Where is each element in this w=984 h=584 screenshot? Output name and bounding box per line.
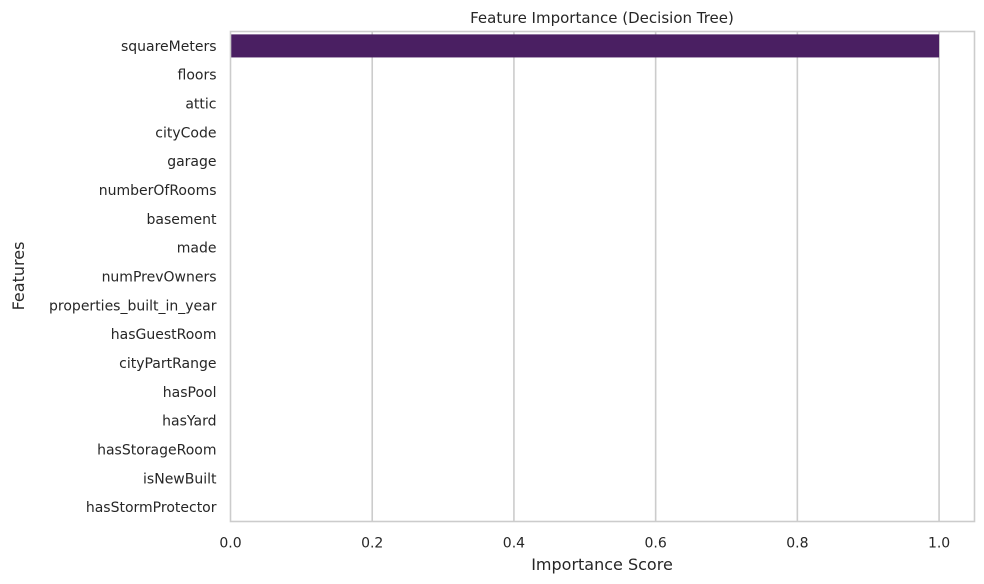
x-tick-label: 1.0 — [928, 536, 950, 552]
y-tick-label: cityCode — [155, 125, 216, 141]
y-tick-label: hasStormProtector — [86, 500, 217, 516]
y-tick-label: hasStorageRoom — [97, 442, 216, 458]
x-tick-label: 0.2 — [361, 536, 383, 552]
y-tick-label: floors — [178, 68, 217, 84]
y-tick-label: hasYard — [162, 414, 216, 430]
y-tick-label: cityPartRange — [119, 356, 216, 372]
y-tick-label: garage — [167, 154, 216, 170]
y-tick-labels: squareMeters floors attic cityCode garage num… — [49, 39, 217, 516]
plot-frame — [229, 30, 976, 523]
chart-title: Feature Importance (Decision Tree) — [470, 9, 734, 27]
x-tick-label: 0.6 — [645, 536, 667, 552]
x-tick-label: 0.8 — [786, 536, 808, 552]
y-tick-label: made — [177, 241, 217, 257]
grid-lines — [371, 31, 940, 522]
x-tick-labels: 0.0 0.2 0.4 0.6 0.8 1.0 — [219, 536, 950, 552]
x-tick-label: 0.4 — [503, 536, 525, 552]
y-tick-label: isNewBuilt — [143, 471, 217, 487]
y-tick-label: properties_built_in_year — [49, 298, 217, 314]
x-tick-label: 0.0 — [219, 536, 241, 552]
y-tick-label: squareMeters — [121, 39, 217, 55]
bar-squareMeters — [230, 34, 940, 58]
y-tick-label: numberOfRooms — [99, 183, 217, 199]
x-axis-label: Importance Score — [531, 555, 673, 574]
y-tick-label: hasGuestRoom — [111, 327, 217, 343]
y-tick-label: basement — [147, 212, 217, 228]
y-tick-label: numPrevOwners — [102, 270, 217, 286]
y-axis-label: Features — [9, 242, 28, 311]
y-tick-label: attic — [185, 97, 216, 113]
bars — [230, 34, 940, 58]
y-tick-label: hasPool — [163, 385, 217, 401]
